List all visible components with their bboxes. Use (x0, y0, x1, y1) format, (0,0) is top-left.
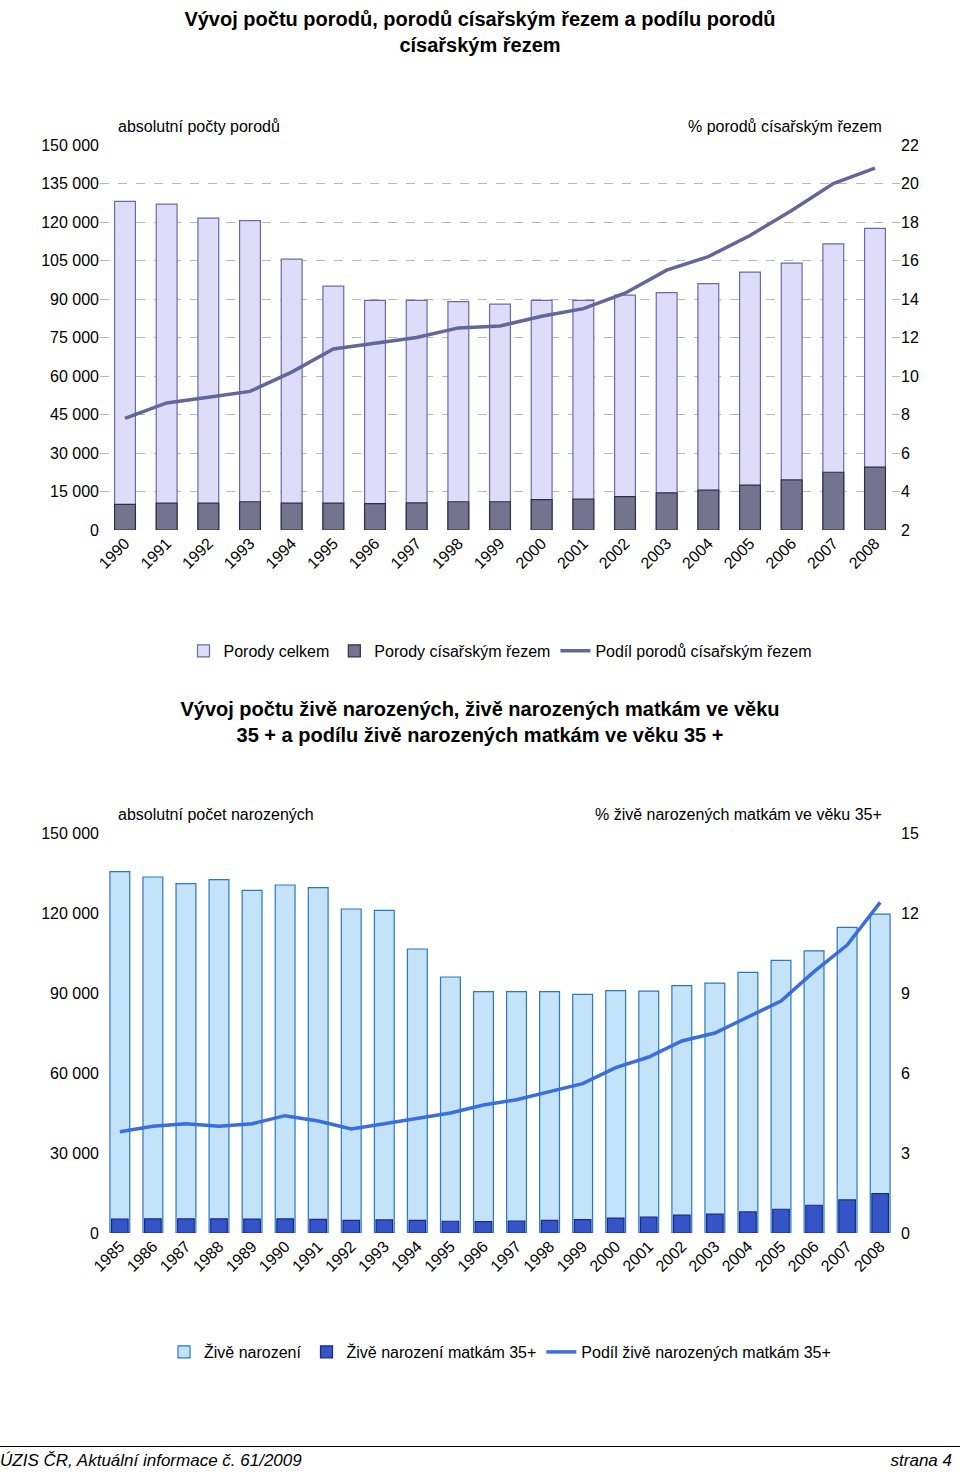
svg-text:1988: 1988 (190, 1238, 227, 1275)
svg-text:2004: 2004 (679, 535, 716, 572)
svg-text:2001: 2001 (619, 1238, 656, 1275)
svg-text:75 000: 75 000 (50, 329, 99, 346)
svg-text:1995: 1995 (421, 1238, 458, 1275)
svg-text:2002: 2002 (652, 1238, 689, 1275)
svg-text:105 000: 105 000 (41, 252, 99, 269)
svg-text:1999: 1999 (553, 1238, 590, 1275)
svg-text:1992: 1992 (322, 1238, 359, 1275)
svg-text:16: 16 (901, 252, 919, 269)
svg-text:0: 0 (90, 522, 99, 539)
svg-text:1993: 1993 (221, 535, 258, 572)
svg-text:12: 12 (901, 905, 919, 922)
svg-text:2005: 2005 (721, 535, 758, 572)
svg-text:18: 18 (901, 214, 919, 231)
svg-text:6: 6 (901, 445, 910, 462)
svg-text:1989: 1989 (223, 1238, 260, 1275)
svg-text:2008: 2008 (846, 535, 883, 572)
svg-text:90 000: 90 000 (50, 985, 99, 1002)
svg-text:2003: 2003 (685, 1238, 722, 1275)
svg-text:Podíl porodů císařským řezem: Podíl porodů císařským řezem (595, 643, 811, 660)
svg-text:1987: 1987 (157, 1238, 194, 1275)
svg-text:120 000: 120 000 (41, 905, 99, 922)
svg-text:1991: 1991 (137, 535, 174, 572)
svg-text:Vývoj počtu živě narozených, ž: Vývoj počtu živě narozených, živě naroze… (180, 698, 779, 746)
svg-text:1985: 1985 (90, 1238, 127, 1275)
svg-text:2004: 2004 (719, 1238, 756, 1275)
svg-text:Porody císařským řezem: Porody císařským řezem (374, 643, 550, 660)
svg-text:30 000: 30 000 (50, 1145, 99, 1162)
html-text:ÚZIS ČR, Aktuální informace č.: ÚZIS ČR, Aktuální informace č. 61/2009 (0, 1451, 302, 1470)
svg-text:absolutní počty porodů: absolutní počty porodů (118, 118, 280, 135)
svg-text:0: 0 (90, 1225, 99, 1242)
svg-text:1995: 1995 (304, 535, 341, 572)
svg-text:2003: 2003 (637, 535, 674, 572)
svg-text:1990: 1990 (256, 1238, 293, 1275)
svg-text:150 000: 150 000 (41, 825, 99, 842)
svg-text:1998: 1998 (520, 1238, 557, 1275)
svg-text:45 000: 45 000 (50, 406, 99, 423)
svg-text:2007: 2007 (804, 535, 841, 572)
svg-text:1998: 1998 (429, 535, 466, 572)
svg-text:Porody celkem: Porody celkem (224, 643, 330, 660)
svg-text:2000: 2000 (512, 535, 549, 572)
svg-text:6: 6 (901, 1065, 910, 1082)
svg-text:Podíl živě narozených matkám 3: Podíl živě narozených matkám 35+ (581, 1344, 830, 1361)
svg-text:90 000: 90 000 (50, 291, 99, 308)
svg-text:1999: 1999 (471, 535, 508, 572)
svg-text:3: 3 (901, 1145, 910, 1162)
svg-text:Vývoj počtu porodů, porodů cís: Vývoj počtu porodů, porodů císařským řez… (184, 8, 775, 56)
svg-text:30 000: 30 000 (50, 445, 99, 462)
svg-text:2000: 2000 (586, 1238, 623, 1275)
svg-text:12: 12 (901, 329, 919, 346)
svg-text:15 000: 15 000 (50, 483, 99, 500)
svg-text:1992: 1992 (179, 535, 216, 572)
svg-text:9: 9 (901, 985, 910, 1002)
svg-text:2002: 2002 (596, 535, 633, 572)
svg-text:1993: 1993 (355, 1238, 392, 1275)
svg-text:60 000: 60 000 (50, 1065, 99, 1082)
svg-text:1994: 1994 (388, 1238, 425, 1275)
svg-text:22: 22 (901, 137, 919, 154)
svg-text:1997: 1997 (387, 535, 424, 572)
svg-text:15: 15 (901, 825, 919, 842)
svg-text:% porodů císařským řezem: % porodů císařským řezem (688, 118, 882, 135)
svg-text:8: 8 (901, 406, 910, 423)
svg-text:2007: 2007 (818, 1238, 855, 1275)
svg-text:1990: 1990 (96, 535, 133, 572)
svg-text:Živě narození: Živě narození (204, 1343, 301, 1361)
svg-text:1996: 1996 (454, 1238, 491, 1275)
svg-text:20: 20 (901, 175, 919, 192)
svg-text:2006: 2006 (762, 535, 799, 572)
svg-text:10: 10 (901, 368, 919, 385)
svg-text:1996: 1996 (346, 535, 383, 572)
svg-text:% živě narozených matkám ve vě: % živě narozených matkám ve věku 35+ (595, 806, 882, 823)
svg-text:135 000: 135 000 (41, 175, 99, 192)
svg-text:2006: 2006 (785, 1238, 822, 1275)
svg-text:1997: 1997 (487, 1238, 524, 1275)
svg-text:60 000: 60 000 (50, 368, 99, 385)
svg-text:2: 2 (901, 522, 910, 539)
svg-text:absolutní počet narozených: absolutní počet narozených (118, 806, 314, 823)
svg-text:2005: 2005 (752, 1238, 789, 1275)
svg-text:14: 14 (901, 291, 919, 308)
svg-text:120 000: 120 000 (41, 214, 99, 231)
svg-text:2001: 2001 (554, 535, 591, 572)
svg-text:Živě narození matkám 35+: Živě narození matkám 35+ (346, 1343, 536, 1361)
svg-text:0: 0 (901, 1225, 910, 1242)
html-text:strana 4: strana 4 (890, 1451, 952, 1470)
svg-text:4: 4 (901, 483, 910, 500)
svg-text:1991: 1991 (289, 1238, 326, 1275)
svg-text:1994: 1994 (262, 535, 299, 572)
svg-text:1986: 1986 (123, 1238, 160, 1275)
svg-text:2008: 2008 (851, 1238, 888, 1275)
svg-text:150 000: 150 000 (41, 137, 99, 154)
